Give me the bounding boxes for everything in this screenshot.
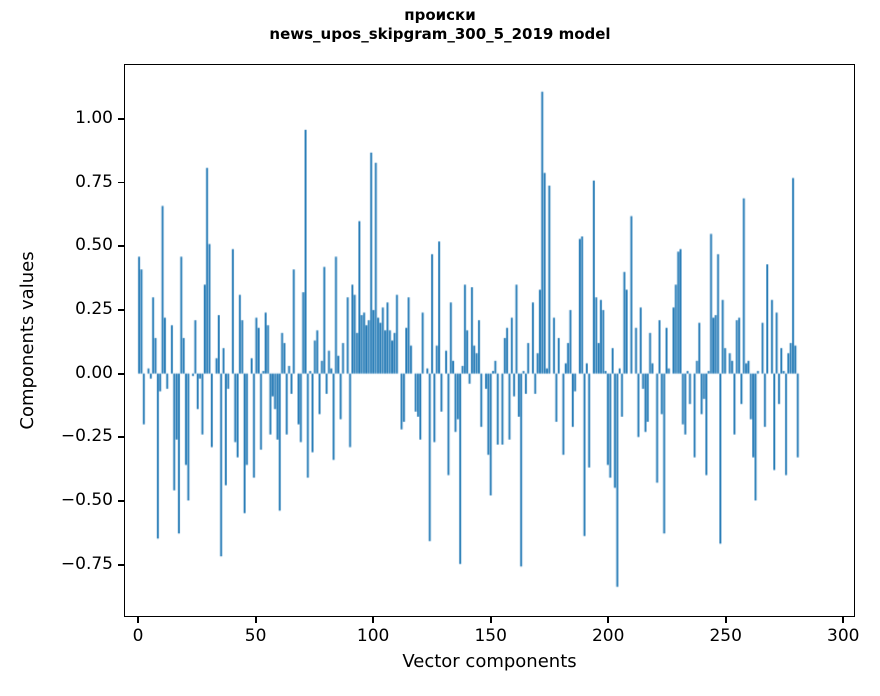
y-axis-label: Components values bbox=[17, 251, 38, 430]
x-tick-label: 250 bbox=[709, 626, 742, 646]
x-tick-mark bbox=[724, 617, 727, 623]
x-tick-mark bbox=[489, 617, 492, 623]
y-tick-mark bbox=[118, 500, 124, 502]
y-tick-label: 0.00 bbox=[75, 362, 113, 383]
y-tick-mark bbox=[118, 436, 124, 439]
x-tick-mark bbox=[254, 617, 257, 623]
y-tick-label: −0.25 bbox=[60, 426, 113, 447]
x-tick-mark bbox=[372, 617, 375, 623]
x-tick-mark bbox=[137, 617, 139, 623]
x-tick-mark bbox=[842, 617, 845, 623]
y-tick-mark bbox=[118, 372, 124, 375]
x-axis-ticks: 0 50 100 150 200 250 300 bbox=[0, 617, 880, 677]
y-tick-label: 0.75 bbox=[75, 171, 113, 192]
y-tick-label: 1.00 bbox=[75, 107, 113, 128]
x-tick-label: 200 bbox=[591, 626, 625, 646]
y-axis-ticks: 1.00 0.75 0.50 0.25 0.00 −0.25 −0.50 −0.75 bbox=[0, 0, 124, 696]
chart-title: происки news_upos_skipgram_300_5_2019 mo… bbox=[269, 6, 611, 43]
x-tick-label: 0 bbox=[132, 626, 144, 646]
x-tick-label: 150 bbox=[474, 626, 507, 646]
plot-area bbox=[124, 64, 855, 617]
y-tick-mark bbox=[118, 181, 124, 184]
x-tick-label: 100 bbox=[356, 626, 390, 646]
y-tick-label: 0.25 bbox=[75, 298, 113, 319]
y-tick-mark bbox=[118, 309, 124, 311]
y-tick-mark bbox=[118, 245, 124, 248]
y-tick-label: −0.75 bbox=[60, 553, 113, 574]
y-tick-mark bbox=[118, 117, 124, 120]
y-tick-label: −0.50 bbox=[60, 490, 113, 511]
y-tick-label: 0.50 bbox=[75, 235, 113, 256]
y-tick-mark bbox=[118, 563, 124, 566]
x-tick-mark bbox=[607, 617, 610, 623]
x-axis-label: Vector components bbox=[402, 651, 577, 672]
x-tick-label: 50 bbox=[244, 626, 267, 646]
x-tick-label: 300 bbox=[827, 626, 860, 646]
bar-series-canvas bbox=[125, 65, 854, 616]
